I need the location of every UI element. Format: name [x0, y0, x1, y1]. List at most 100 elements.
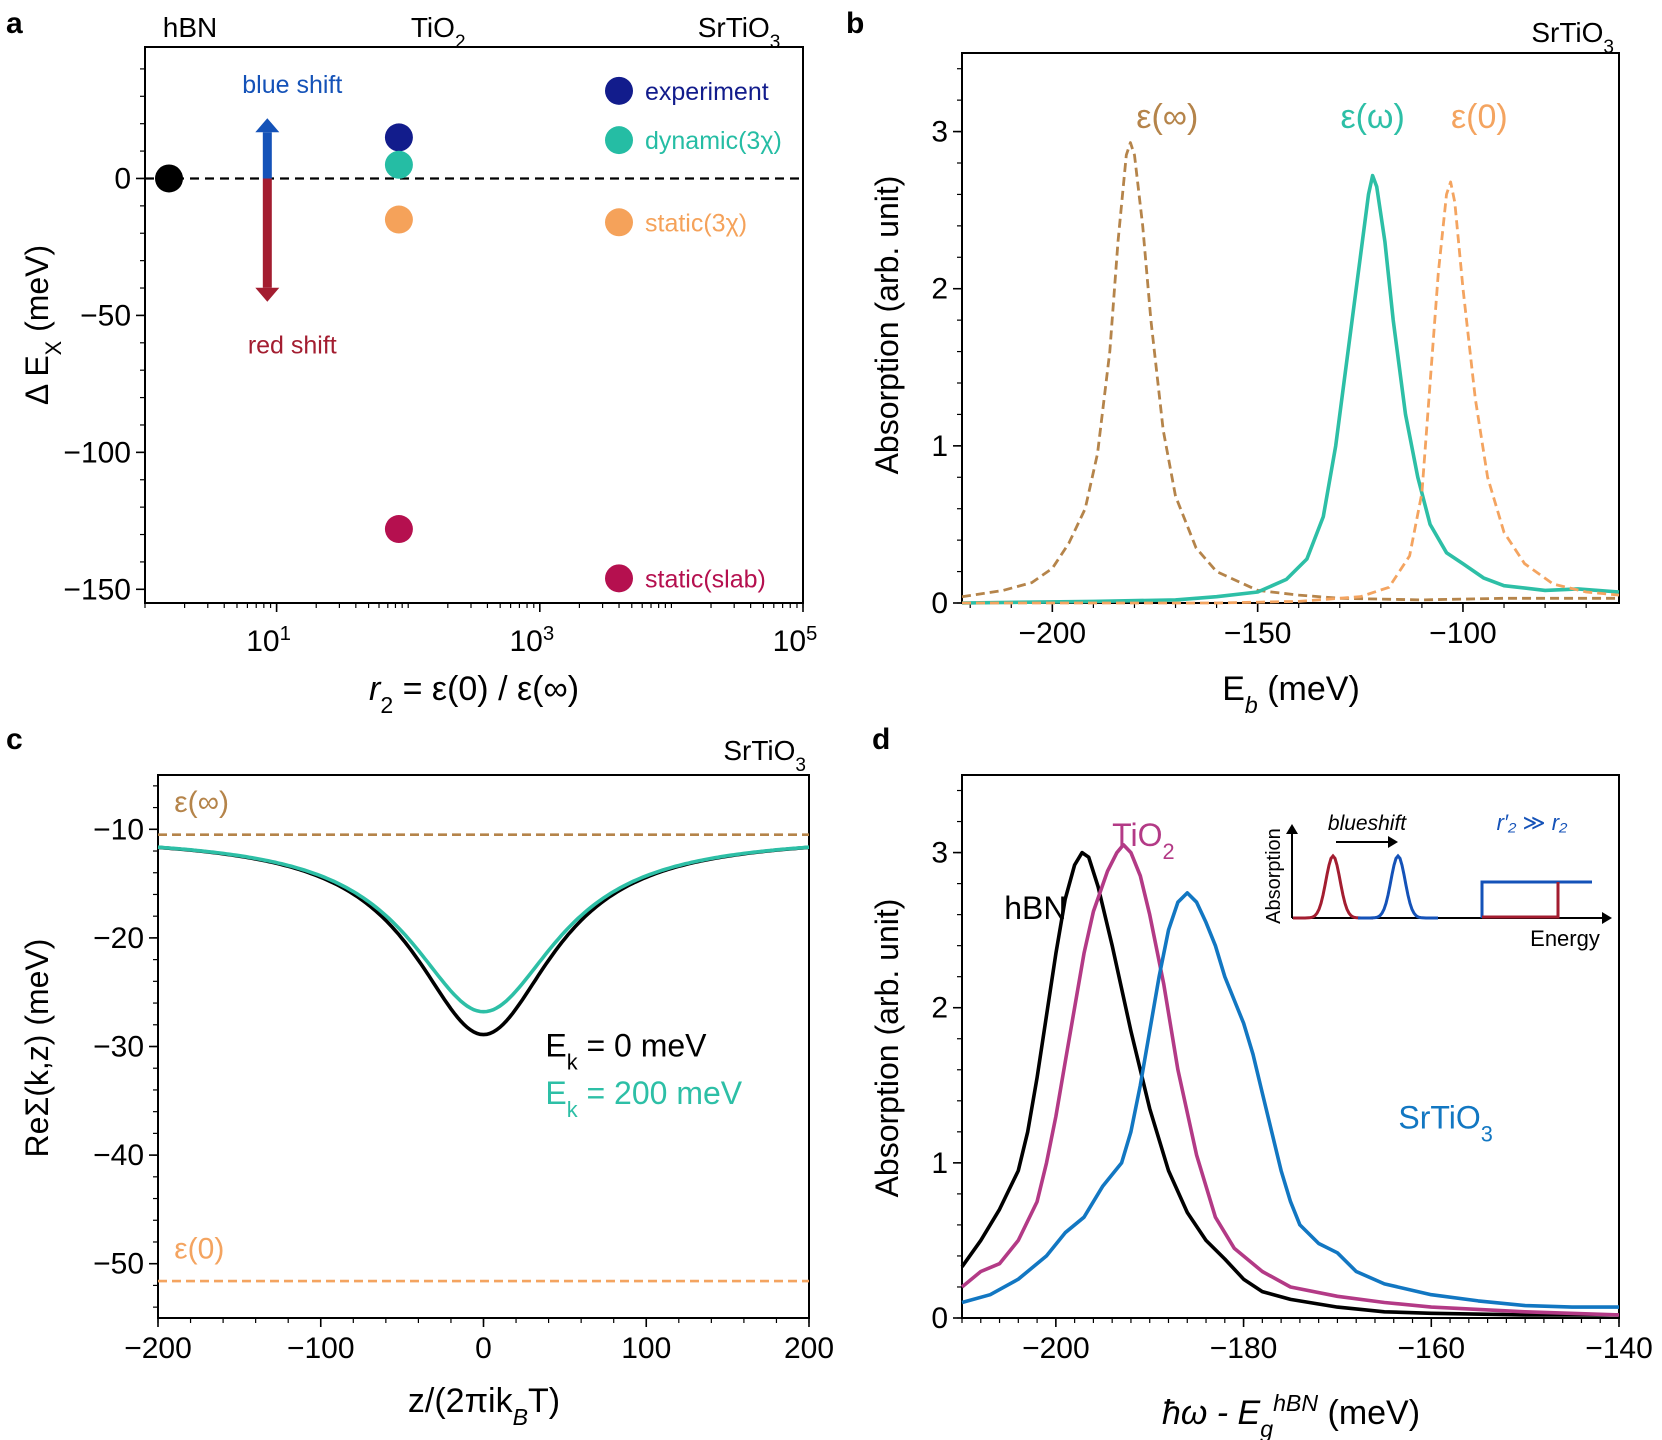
- a-point: [384, 123, 413, 152]
- panel-label-d: d: [872, 723, 890, 756]
- c-xtick-label: 200: [784, 1332, 834, 1365]
- a-legend-marker: [605, 76, 633, 105]
- d-xtick-label: −200: [1022, 1332, 1090, 1365]
- c-series-line: [157, 845, 810, 1037]
- a-ytick-label: 0: [114, 162, 131, 195]
- d-series-label: hBN: [1004, 890, 1066, 926]
- b-xlabel: Eb (meV): [1222, 670, 1360, 718]
- b-xtick-label: −150: [1224, 617, 1292, 650]
- a-legend-marker: [605, 208, 633, 237]
- b-ytick-label: 0: [931, 587, 948, 620]
- a-ytick-label: −150: [63, 573, 131, 606]
- panel-label-c: c: [6, 723, 23, 756]
- a-legend-label: static(slab): [645, 565, 766, 593]
- b-xtick-label: −100: [1429, 617, 1497, 650]
- c-corner-label: SrTiO3: [723, 735, 806, 776]
- a-point: [384, 205, 413, 234]
- a-ylabel: Δ EX (meV): [19, 245, 66, 405]
- b-series-label: ε(∞): [1136, 98, 1198, 136]
- d-inset-annotation: r′₂ ≫ r₂: [1497, 810, 1568, 835]
- a-point: [384, 515, 413, 544]
- b-series-label: ε(ω): [1340, 98, 1404, 136]
- panel-c: −200 −100 0 100 200 −10 −20 −30 −40 −50 ε(∞) ε(0) Ek…: [19, 735, 834, 1430]
- c-xtick-label: −200: [124, 1332, 192, 1365]
- a-shift-label: red shift: [248, 332, 337, 360]
- b-xtick-label: −200: [1019, 617, 1087, 650]
- a-legend-marker: [605, 126, 633, 155]
- a-frame: [144, 46, 804, 604]
- a-ytick-label: −50: [80, 299, 131, 332]
- a-legend-label: experiment: [645, 78, 769, 106]
- b-corner-label: SrTiO3: [1531, 17, 1614, 58]
- a-xlabel: r2 = ε(0) / ε(∞): [369, 670, 579, 718]
- c-xtick-label: −100: [287, 1332, 355, 1365]
- a-point: [155, 164, 183, 193]
- c-ytick-label: −50: [93, 1248, 144, 1281]
- c-xtick-label: 100: [621, 1332, 671, 1365]
- panel-b: −200 −150 −100 0 1 2 3 ε(∞) ε(ω) ε(0) SrTiO3 Eb (me…: [869, 17, 1620, 718]
- b-ytick-label: 3: [931, 116, 948, 149]
- a-legend-marker: [605, 564, 633, 593]
- d-inset: blueshift r′₂ ≫ r₂ Energy Absorption: [1263, 810, 1612, 951]
- c-series-line: [157, 845, 810, 1014]
- a-legend-label: static(3χ): [645, 209, 747, 237]
- d-series-label: SrTiO3: [1398, 1099, 1492, 1146]
- a-shift-label: blue shift: [242, 71, 342, 99]
- b-series-line: [962, 180, 1620, 605]
- d-inset-peak-right: [1358, 853, 1438, 920]
- a-legend-label: dynamic(3χ): [645, 127, 782, 155]
- d-ylabel: Absorption (arb. unit): [869, 899, 905, 1198]
- a-top-label: TiO2: [411, 12, 466, 53]
- c-ytick-label: −10: [93, 813, 144, 846]
- c-hline-label: ε(∞): [174, 786, 229, 819]
- panel-d: −200 −180 −160 −140 0 1 2 3 hBN TiO2 SrTiO3 blueshi…: [869, 774, 1653, 1440]
- c-hline-label: ε(0): [174, 1232, 224, 1265]
- c-series-label: Ek = 200 meV: [545, 1075, 742, 1122]
- b-ytick-label: 2: [931, 273, 948, 306]
- b-frame: [961, 52, 1620, 604]
- a-ytick-label: −100: [63, 436, 131, 469]
- d-inset-step-blue: [1480, 880, 1592, 918]
- b-ylabel: Absorption (arb. unit): [869, 176, 905, 475]
- panel-label-a: a: [6, 7, 23, 40]
- b-series-line: [961, 141, 1619, 602]
- c-xlabel: z/(2πikBT): [408, 1382, 560, 1430]
- c-frame: [157, 774, 810, 1319]
- c-series-label: Ek = 0 meV: [545, 1027, 707, 1074]
- d-inset-xlabel: Energy: [1530, 926, 1600, 951]
- a-point: [384, 150, 413, 179]
- d-xtick-label: −140: [1585, 1332, 1653, 1365]
- panel-label-b: b: [846, 7, 864, 40]
- a-xtick-label: 101: [246, 623, 291, 658]
- b-series-line: [961, 173, 1620, 605]
- d-series-line: [960, 850, 1619, 1317]
- c-ytick-label: −20: [93, 922, 144, 955]
- d-ytick-label: 3: [931, 837, 948, 870]
- a-shift-arrowhead: [255, 287, 280, 302]
- d-xtick-label: −160: [1397, 1332, 1465, 1365]
- d-series-label: TiO2: [1112, 817, 1174, 864]
- a-xtick-label: 105: [773, 623, 818, 658]
- d-inset-shift-arrowhead: [1388, 836, 1398, 848]
- d-xlabel: ħω - EghBN (meV): [1162, 1390, 1420, 1440]
- d-frame: [961, 774, 1620, 1319]
- d-ytick-label: 0: [931, 1302, 948, 1335]
- d-inset-peak-left: [1293, 853, 1373, 920]
- a-top-label: hBN: [163, 12, 217, 43]
- b-ytick-label: 1: [931, 430, 948, 463]
- a-xtick-label: 103: [509, 623, 554, 658]
- a-shift-arrowhead: [255, 118, 280, 133]
- d-inset-arrow-label: blueshift: [1328, 812, 1407, 835]
- d-series-line: [960, 843, 1620, 1317]
- a-top-label: SrTiO3: [698, 12, 781, 53]
- c-ylabel: ReΣ(k,z) (meV): [19, 939, 55, 1158]
- c-ytick-label: −30: [93, 1031, 144, 1064]
- c-xtick-label: 0: [475, 1332, 492, 1365]
- d-inset-xaxis-arrow: [1602, 912, 1612, 924]
- c-ytick-label: −40: [93, 1139, 144, 1172]
- d-inset-yaxis-arrow: [1286, 824, 1298, 834]
- d-ytick-label: 1: [931, 1147, 948, 1180]
- d-inset-step-red: [1482, 882, 1560, 919]
- d-ytick-label: 2: [931, 992, 948, 1025]
